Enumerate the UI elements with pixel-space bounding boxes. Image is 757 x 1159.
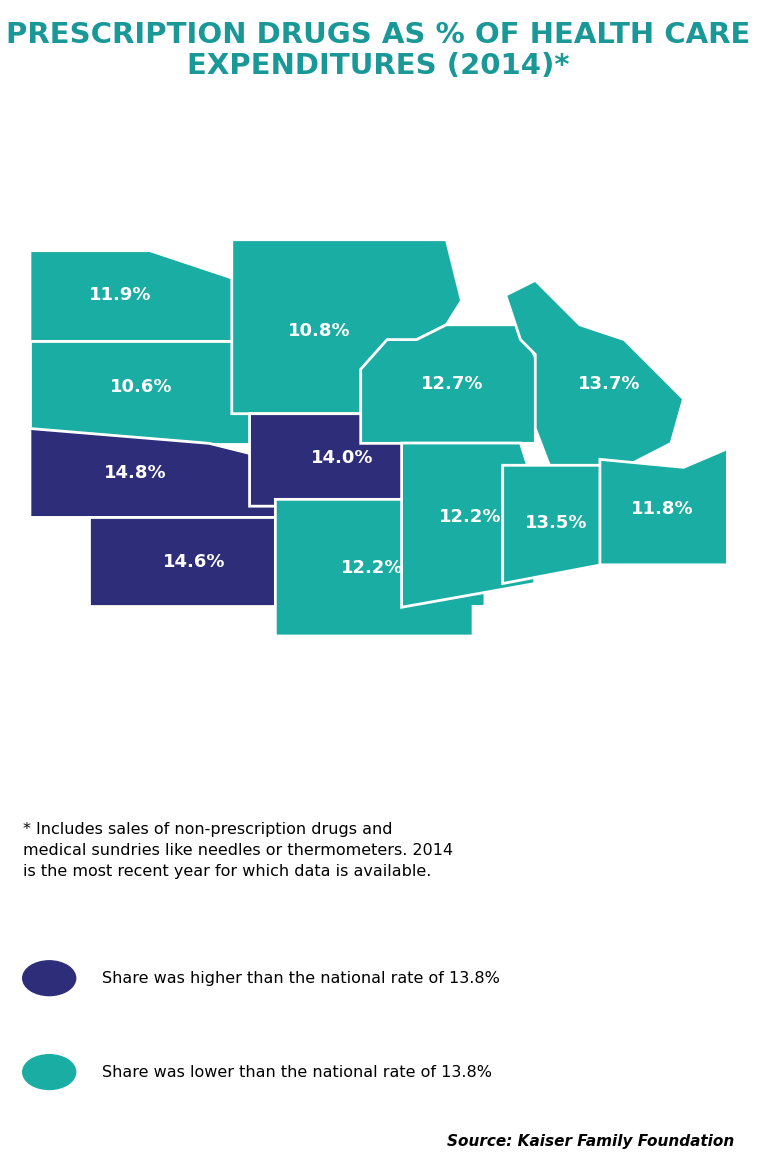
Text: Share was higher than the national rate of 13.8%: Share was higher than the national rate …	[102, 971, 500, 985]
Polygon shape	[232, 240, 462, 414]
Text: 10.6%: 10.6%	[110, 378, 173, 396]
Text: Share was lower than the national rate of 13.8%: Share was lower than the national rate o…	[102, 1065, 492, 1079]
Polygon shape	[506, 280, 684, 467]
Polygon shape	[503, 465, 601, 583]
Text: 12.7%: 12.7%	[421, 376, 484, 393]
Text: 14.0%: 14.0%	[311, 450, 374, 467]
Polygon shape	[276, 500, 485, 636]
Text: 11.9%: 11.9%	[89, 286, 151, 304]
Polygon shape	[600, 449, 727, 564]
Text: 13.5%: 13.5%	[525, 515, 587, 532]
Text: 14.6%: 14.6%	[164, 553, 226, 571]
Polygon shape	[402, 443, 534, 607]
Polygon shape	[89, 517, 310, 606]
Text: PRESCRIPTION DRUGS AS % OF HEALTH CARE: PRESCRIPTION DRUGS AS % OF HEALTH CARE	[6, 21, 751, 49]
Text: 12.2%: 12.2%	[341, 559, 403, 577]
Ellipse shape	[23, 1055, 76, 1089]
Text: 11.8%: 11.8%	[631, 500, 694, 518]
Text: 13.7%: 13.7%	[578, 376, 640, 393]
Text: EXPENDITURES (2014)*: EXPENDITURES (2014)*	[187, 52, 570, 80]
Polygon shape	[361, 325, 540, 444]
Text: 10.8%: 10.8%	[288, 322, 350, 340]
Polygon shape	[250, 414, 442, 506]
Text: Source: Kaiser Family Foundation: Source: Kaiser Family Foundation	[447, 1134, 734, 1149]
Polygon shape	[30, 250, 252, 342]
Polygon shape	[30, 342, 256, 444]
Text: * Includes sales of non-prescription drugs and
medical sundries like needles or : * Includes sales of non-prescription dru…	[23, 822, 453, 879]
Ellipse shape	[23, 961, 76, 996]
Text: 12.2%: 12.2%	[439, 509, 501, 526]
Text: 14.8%: 14.8%	[104, 464, 167, 482]
Polygon shape	[30, 429, 289, 517]
